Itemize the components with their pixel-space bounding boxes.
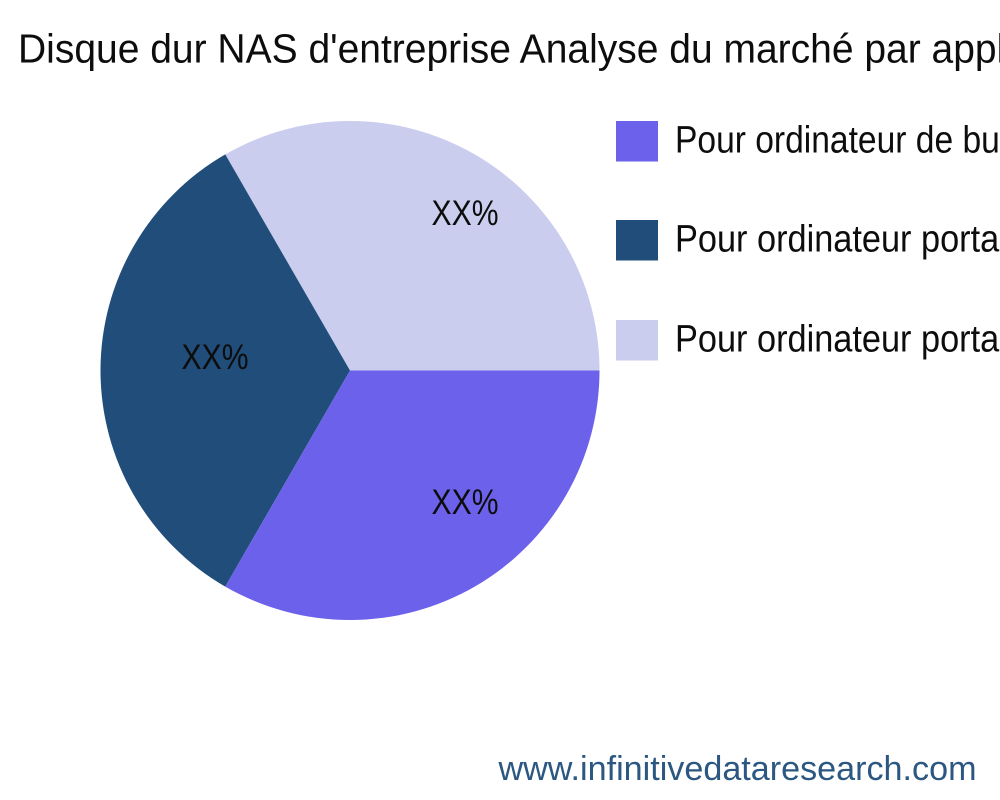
svg-text:Pour ordinateur portable: Pour ordinateur portable bbox=[675, 319, 1000, 361]
svg-text:XX%: XX% bbox=[182, 338, 249, 377]
svg-text:Disque dur NAS d'entreprise An: Disque dur NAS d'entreprise Analyse du m… bbox=[18, 26, 1000, 72]
svg-text:XX%: XX% bbox=[432, 483, 499, 522]
svg-text:www.infinitivedataresearch.com: www.infinitivedataresearch.com bbox=[497, 750, 976, 788]
svg-text:XX%: XX% bbox=[432, 194, 499, 233]
svg-text:Pour ordinateur de bureau: Pour ordinateur de bureau bbox=[675, 120, 1000, 162]
svg-text:Pour ordinateur portable: Pour ordinateur portable bbox=[675, 219, 1000, 261]
